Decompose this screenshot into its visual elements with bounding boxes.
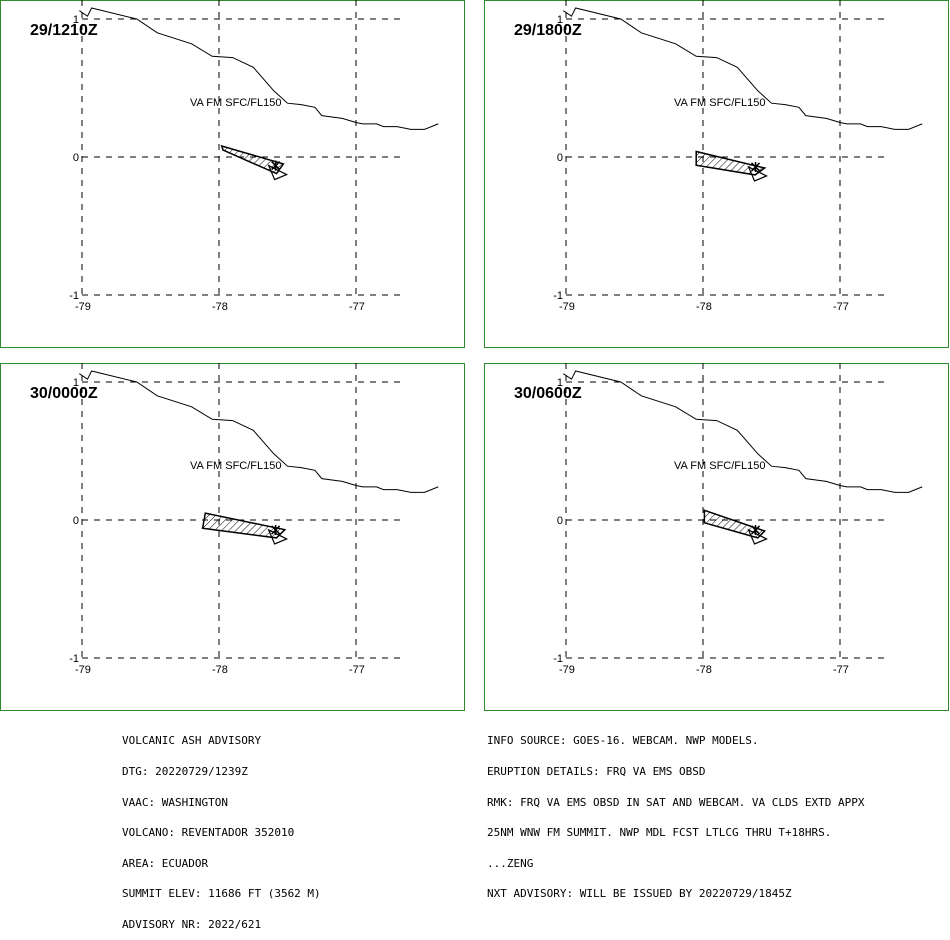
forecast-panel-4: -79 -78 -77 1 0 -1 30/0600Z VA FM SFC/FL150 <box>484 363 949 711</box>
country-border <box>79 7 439 130</box>
ash-cloud-polygon <box>201 512 287 539</box>
lon-tick-label: -77 <box>833 301 849 313</box>
ash-altitude-label: VA FM SFC/FL150 <box>190 460 282 472</box>
panel-frame <box>0 363 465 711</box>
volcano-summit-icon <box>751 161 761 172</box>
map-svg: -79 -78 -77 1 0 -1 29/1800Z VA FM SFC/FL150 <box>484 0 949 348</box>
lat-tick-label: 1 <box>73 377 79 389</box>
advisory-number: ADVISORY NR: 2022/621 <box>122 917 262 931</box>
advisory-details-block: INFO SOURCE: GOES-16. WEBCAM. NWP MODELS… <box>487 716 865 910</box>
forecast-panel-3: -79 -78 -77 1 0 -1 30/0000Z VA FM SFC/FL150 <box>0 363 465 711</box>
volcano-summit-icon <box>751 524 761 535</box>
ash-cloud-polygon <box>220 144 285 175</box>
forecast-panel-2: -79 -78 -77 1 0 -1 29/1800Z VA FM SFC/FL150 <box>484 0 949 348</box>
lon-tick-label: -78 <box>212 301 228 313</box>
lon-tick-label: -77 <box>349 301 365 313</box>
advisory-volcano: VOLCANO: REVENTADOR 352010 <box>122 826 295 840</box>
advisory-title: VOLCANIC ASH ADVISORY <box>122 734 262 748</box>
map-svg: -79 -78 -77 1 0 -1 29/1210Z VA FM SFC/FL150 <box>0 0 465 348</box>
advisory-eruption-details: ERUPTION DETAILS: FRQ VA EMS OBSD <box>487 765 706 778</box>
country-border <box>563 7 923 130</box>
lat-tick-label: 1 <box>557 377 563 389</box>
lat-tick-label: -1 <box>553 653 563 665</box>
ash-altitude-label: VA FM SFC/FL150 <box>190 97 282 109</box>
lat-tick-label: -1 <box>69 653 79 665</box>
lon-tick-label: -79 <box>75 664 91 676</box>
panel-frame <box>0 0 465 348</box>
volcano-summit-icon <box>271 524 281 535</box>
advisory-dtg: DTG: 20220729/1239Z <box>122 765 248 778</box>
ash-altitude-label: VA FM SFC/FL150 <box>674 97 766 109</box>
lon-tick-label: -79 <box>559 664 575 676</box>
drift-arrow-head <box>267 164 289 181</box>
advisory-remarks-line-1: RMK: FRQ VA EMS OBSD IN SAT AND WEBCAM. … <box>487 795 865 809</box>
advisory-info-source: INFO SOURCE: GOES-16. WEBCAM. NWP MODELS… <box>487 734 759 748</box>
panel-frame <box>484 0 949 348</box>
advisory-vaac: VAAC: WASHINGTON <box>122 795 228 809</box>
map-svg: -79 -78 -77 1 0 -1 30/0000Z VA FM SFC/FL150 <box>0 363 465 711</box>
ash-altitude-label: VA FM SFC/FL150 <box>674 460 766 472</box>
lat-tick-label: -1 <box>69 290 79 302</box>
lat-tick-label: 1 <box>73 14 79 26</box>
map-svg: -79 -78 -77 1 0 -1 30/0600Z VA FM SFC/FL150 <box>484 363 949 711</box>
advisory-next: NXT ADVISORY: WILL BE ISSUED BY 20220729… <box>487 887 792 901</box>
country-border <box>79 370 439 493</box>
forecast-panel-1: -79 -78 -77 1 0 -1 29/1210Z VA FM SFC/FL150 <box>0 0 465 348</box>
advisory-area: AREA: ECUADOR <box>122 856 209 870</box>
advisory-header-block: VOLCANIC ASH ADVISORY DTG: 20220729/1239… <box>122 716 321 940</box>
advisory-forecaster: ...ZENG <box>487 856 534 870</box>
drift-arrow-head <box>747 165 768 182</box>
lon-tick-label: -79 <box>559 301 575 313</box>
forecast-time-label: 30/0600Z <box>514 385 582 402</box>
drift-arrow-head <box>747 528 768 545</box>
lat-tick-label: 0 <box>557 152 563 164</box>
country-border <box>563 370 923 493</box>
lon-tick-label: -77 <box>349 664 365 676</box>
advisory-summit-elev: SUMMIT ELEV: 11686 FT (3562 M) <box>122 887 321 901</box>
lat-tick-label: 1 <box>557 14 563 26</box>
lat-tick-label: -1 <box>553 290 563 302</box>
lon-tick-label: -77 <box>833 664 849 676</box>
lon-tick-label: -78 <box>212 664 228 676</box>
volcano-summit-icon <box>271 160 281 171</box>
lon-tick-label: -78 <box>696 664 712 676</box>
lat-tick-label: 0 <box>73 152 79 164</box>
ash-cloud-polygon <box>695 150 767 176</box>
panel-frame <box>484 363 949 711</box>
drift-arrow-head <box>267 528 289 545</box>
forecast-time-label: 30/0000Z <box>30 385 98 402</box>
lat-tick-label: 0 <box>73 515 79 527</box>
forecast-time-label: 29/1800Z <box>514 22 582 39</box>
lat-tick-label: 0 <box>557 515 563 527</box>
advisory-remarks-line-2: 25NM WNW FM SUMMIT. NWP MDL FCST LTLCG T… <box>487 826 832 840</box>
forecast-time-label: 29/1210Z <box>30 22 98 39</box>
lon-tick-label: -78 <box>696 301 712 313</box>
lon-tick-label: -79 <box>75 301 91 313</box>
